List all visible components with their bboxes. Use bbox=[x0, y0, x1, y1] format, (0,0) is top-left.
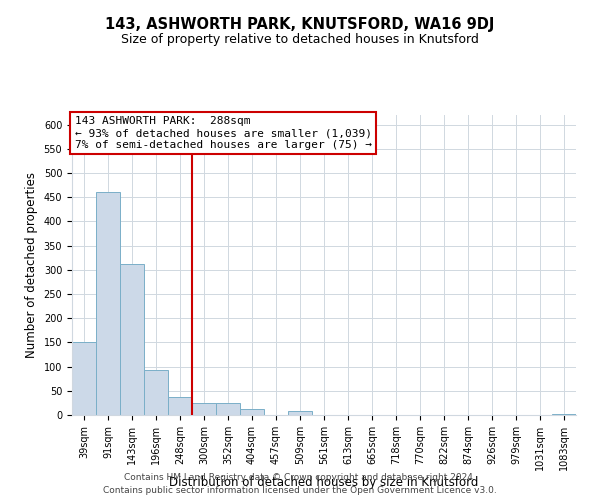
Bar bbox=[192, 403, 216, 415]
Text: Size of property relative to detached houses in Knutsford: Size of property relative to detached ho… bbox=[121, 32, 479, 46]
Bar bbox=[288, 411, 312, 415]
Bar bbox=[216, 403, 240, 415]
Text: Contains HM Land Registry data © Crown copyright and database right 2024.: Contains HM Land Registry data © Crown c… bbox=[124, 474, 476, 482]
Bar bbox=[72, 342, 96, 415]
Bar bbox=[120, 264, 144, 415]
Bar bbox=[96, 192, 120, 415]
Bar bbox=[552, 414, 576, 415]
Y-axis label: Number of detached properties: Number of detached properties bbox=[25, 172, 38, 358]
Bar bbox=[240, 409, 264, 415]
Bar bbox=[168, 396, 192, 415]
Text: Contains public sector information licensed under the Open Government Licence v3: Contains public sector information licen… bbox=[103, 486, 497, 495]
Text: 143 ASHWORTH PARK:  288sqm
← 93% of detached houses are smaller (1,039)
7% of se: 143 ASHWORTH PARK: 288sqm ← 93% of detac… bbox=[74, 116, 371, 150]
Text: 143, ASHWORTH PARK, KNUTSFORD, WA16 9DJ: 143, ASHWORTH PARK, KNUTSFORD, WA16 9DJ bbox=[106, 18, 494, 32]
Bar bbox=[144, 370, 168, 415]
X-axis label: Distribution of detached houses by size in Knutsford: Distribution of detached houses by size … bbox=[169, 476, 479, 488]
